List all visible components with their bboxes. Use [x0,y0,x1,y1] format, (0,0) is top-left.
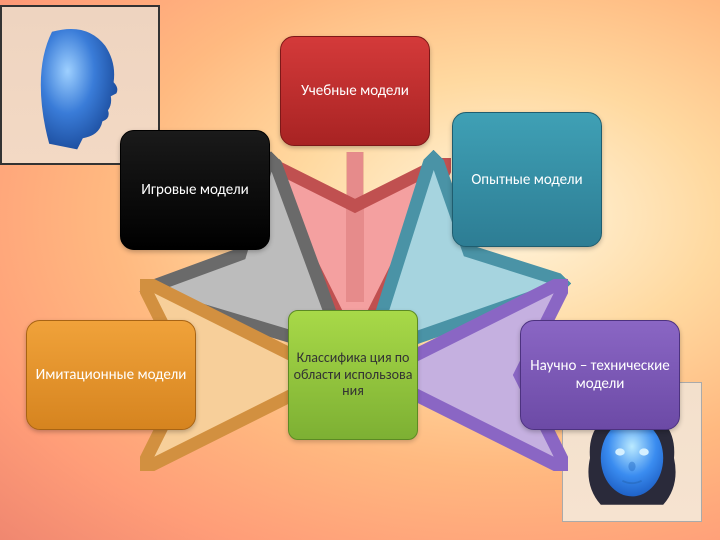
node-experimental-label: Опытные модели [471,171,582,189]
node-experimental: Опытные модели [452,112,602,247]
node-scientific-label: Научно – технические модели [525,357,675,393]
node-simulation-label: Имитационные модели [36,366,187,384]
node-game-label: Игровые модели [141,181,248,199]
center-label: Классифика ция по области использова ния [293,350,413,400]
node-simulation: Имитационные модели [26,320,196,430]
node-game: Игровые модели [120,130,270,250]
node-educational-label: Учебные модели [301,82,409,100]
center-node: Классифика ция по области использова ния [288,310,418,440]
node-educational: Учебные модели [280,36,430,146]
node-scientific: Научно – технические модели [520,320,680,430]
